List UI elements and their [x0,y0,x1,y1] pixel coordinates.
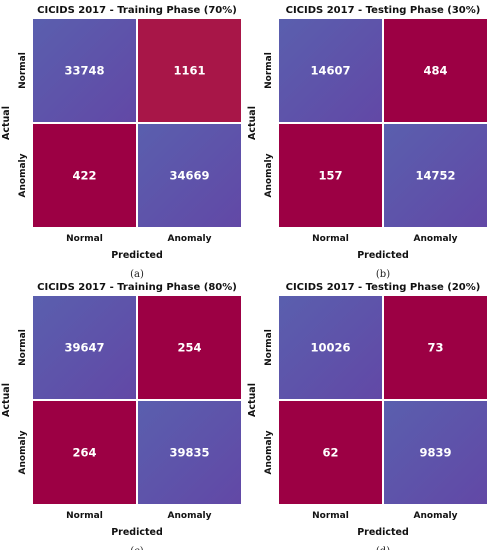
heatmap-cell-normal-normal [279,19,382,122]
heatmap-cell-normal-anomaly [138,296,241,399]
chart-title: CICIDS 2017 - Testing Phase (20%) [286,282,481,293]
heatmap-cell-anomaly-normal [279,401,382,504]
chart-title: CICIDS 2017 - Testing Phase (30%) [286,5,481,16]
subfigure-caption: (c) [130,546,144,550]
heatmap-cell-anomaly-anomaly [384,401,487,504]
confusion-matrix-panel-3: CICIDS 2017 - Training Phase (80%) 39647 2… [1,282,241,550]
y-tick-label: Normal [18,329,28,366]
cell-value-label: 62 [322,446,338,460]
x-tick-label: Normal [66,511,103,521]
x-axis-label: Predicted [111,250,163,261]
cell-value-label: 39647 [64,341,104,355]
subfigure-caption: (a) [130,269,144,280]
cell-value-label: 39835 [169,446,209,460]
cell-value-label: 14752 [415,169,455,183]
cell-value-label: 34669 [169,169,209,183]
cell-value-label: 484 [423,64,447,78]
chart-title: CICIDS 2017 - Training Phase (80%) [37,282,237,293]
y-axis-label: Actual [1,106,12,140]
x-axis-label: Predicted [357,250,409,261]
heatmap-cell-anomaly-anomaly [384,124,487,227]
cell-value-label: 14607 [310,64,350,78]
y-axis-label: Actual [247,106,258,140]
y-axis-label: Actual [1,383,12,417]
subfigure-caption: (d) [376,546,390,550]
cell-value-label: 1161 [173,64,205,78]
subfigure-caption: (b) [376,269,390,280]
heatmap-cell-normal-anomaly [384,296,487,399]
x-tick-label: Anomaly [168,234,212,244]
x-axis-label: Predicted [111,527,163,538]
cell-value-label: 157 [318,169,342,183]
y-tick-label: Normal [264,329,274,366]
heatmap-cell-anomaly-normal [33,124,136,227]
heatmap-cell-anomaly-anomaly [138,124,241,227]
y-tick-label: Anomaly [18,430,28,474]
y-tick-label: Anomaly [264,153,274,197]
x-tick-label: Normal [312,511,349,521]
y-tick-label: Anomaly [18,153,28,197]
heatmap-cell-normal-normal [33,296,136,399]
x-tick-label: Normal [66,234,103,244]
heatmap-cell-normal-anomaly [384,19,487,122]
heatmap-cell-normal-normal [279,296,382,399]
heatmap-cell-normal-normal [33,19,136,122]
y-tick-label: Anomaly [264,430,274,474]
x-tick-label: Normal [312,234,349,244]
heatmap-cell-anomaly-anomaly [138,401,241,504]
x-tick-label: Anomaly [414,511,458,521]
cell-value-label: 254 [177,341,201,355]
cell-value-label: 264 [72,446,96,460]
confusion-matrix-panel-2: CICIDS 2017 - Testing Phase (30%) 14607 48… [247,5,487,280]
chart-title: CICIDS 2017 - Training Phase (70%) [37,5,237,16]
heatmap-cell-anomaly-normal [33,401,136,504]
cell-value-label: 73 [427,341,443,355]
x-axis-label: Predicted [357,527,409,538]
x-tick-label: Anomaly [168,511,212,521]
y-tick-label: Normal [18,52,28,89]
y-tick-label: Normal [264,52,274,89]
cell-value-label: 10026 [310,341,350,355]
cell-value-label: 422 [72,169,96,183]
cell-value-label: 9839 [419,446,451,460]
y-axis-label: Actual [247,383,258,417]
confusion-matrix-panel-1: CICIDS 2017 - Training Phase (70%) 33748 1… [1,5,241,280]
confusion-matrix-panel-4: CICIDS 2017 - Testing Phase (20%) 10026 73… [247,282,487,550]
heatmap-cell-normal-anomaly [138,19,241,122]
x-tick-label: Anomaly [414,234,458,244]
heatmap-cell-anomaly-normal [279,124,382,227]
cell-value-label: 33748 [64,64,104,78]
